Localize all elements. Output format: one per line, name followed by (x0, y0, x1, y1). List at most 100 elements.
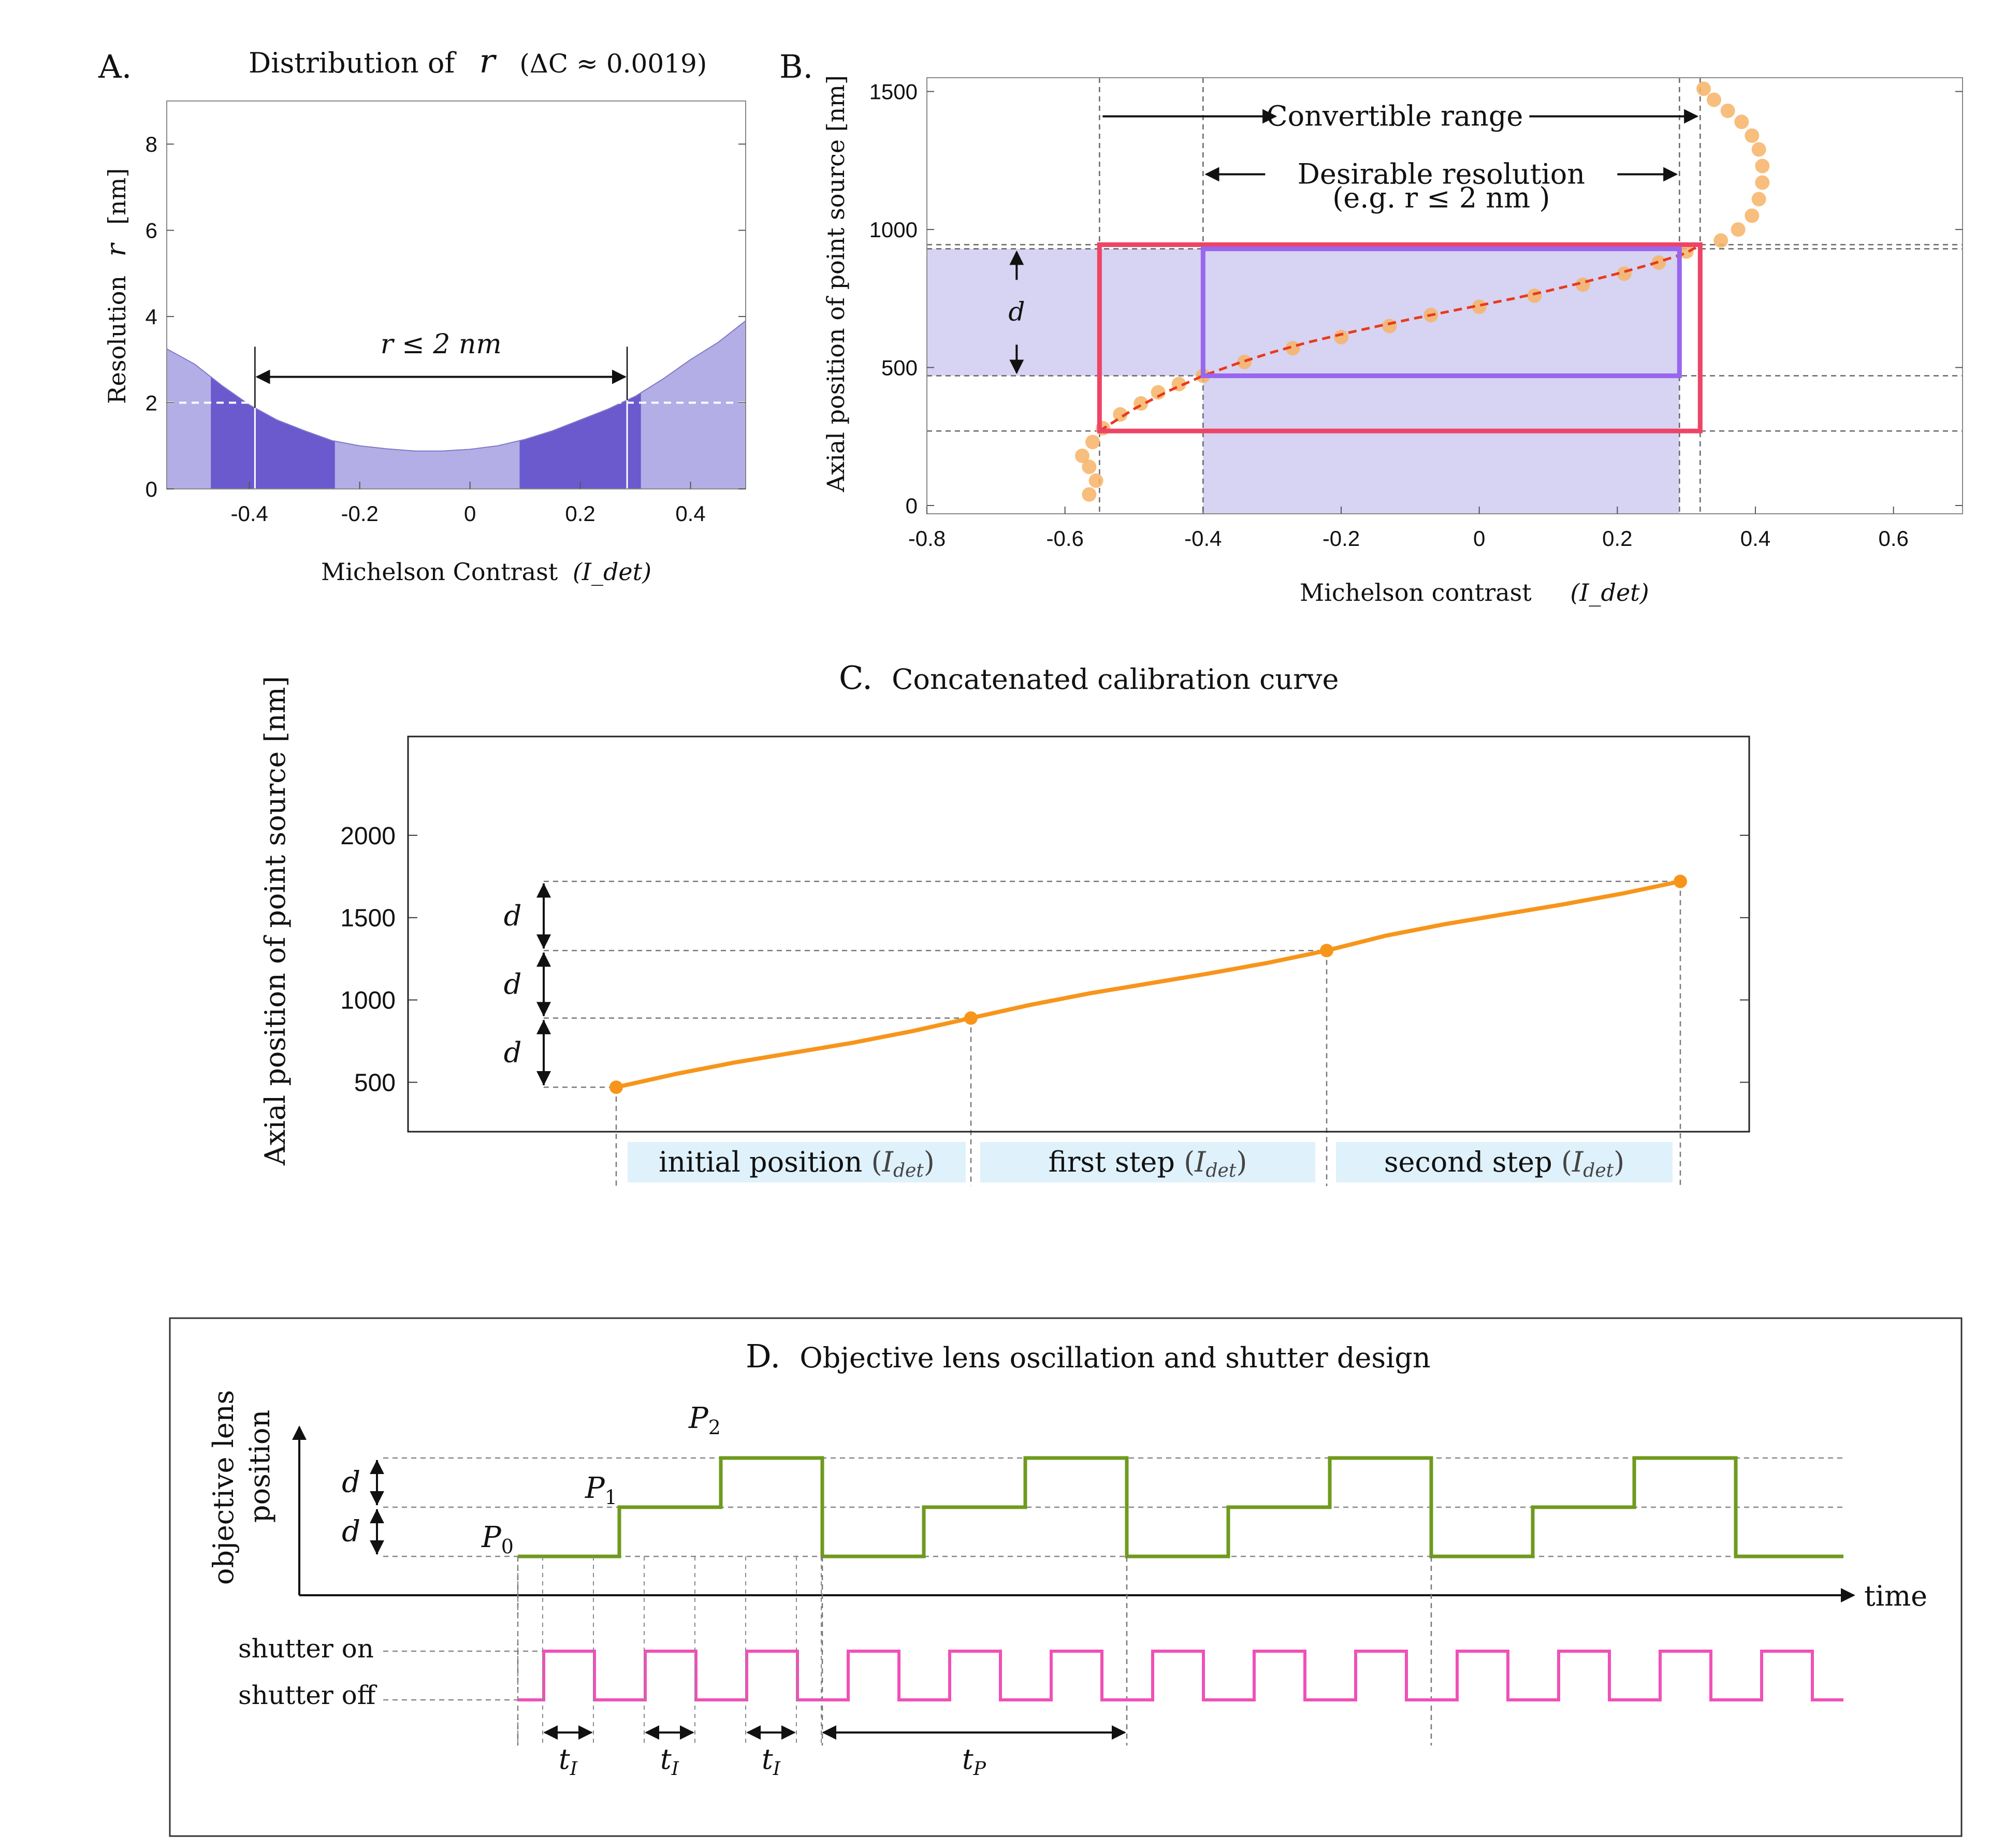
b-xtick-label-4: 0 (1473, 526, 1485, 551)
c-label-box-3 (1336, 1142, 1673, 1182)
shutter-off-label: shutter off (238, 1680, 377, 1710)
threshold-annotation: r ≤ 2 nm (381, 329, 502, 360)
panel-a-title-note: (ΔC ≈ 0.0019) (519, 49, 707, 79)
c-dot-1 (964, 1011, 978, 1025)
b-point-27 (1755, 158, 1770, 174)
panel-b-plot: Convertible range Desirable resolution(e.… (869, 77, 1963, 551)
panel-a-plot: r ≤ 2 nm -0.4 -0.2 0 0.2 0.4 0 2 4 6 8 (146, 100, 746, 526)
c-label-box-2 (980, 1142, 1315, 1182)
b-point-24 (1745, 208, 1760, 223)
c-dot-2 (1320, 944, 1333, 958)
b-xtick-label-7: 0.6 (1878, 526, 1908, 551)
b-ytick-label-2: 1000 (869, 218, 918, 242)
panel-c: C. Concatenated calibration curve d d d 500… (259, 659, 1750, 1186)
panel-d-ylabel-line2: position (243, 1410, 276, 1523)
a-xtick-label-2: 0 (464, 501, 476, 526)
panel-a-ylabel-text: Resolution (103, 276, 131, 404)
dark-band-2 (519, 393, 641, 489)
b-point-31 (1720, 103, 1735, 118)
panel-c-letter: C. (839, 659, 873, 697)
panel-a-ylabel-var: r (101, 242, 132, 256)
b-point-16 (1472, 299, 1487, 314)
b-point-29 (1745, 128, 1760, 143)
b-point-26 (1755, 175, 1770, 190)
time-label-2: tI (762, 1743, 781, 1780)
b-point-1 (1088, 473, 1103, 488)
a-ytick-label-4: 8 (146, 132, 157, 156)
panel-d-xlabel: time (1864, 1580, 1927, 1612)
level-label-0: P0 (481, 1521, 514, 1558)
time-label-0: tI (559, 1743, 578, 1780)
panel-b-xlabel-var: (I_det) (1570, 579, 1649, 607)
c-ytick-label-2: 1500 (340, 905, 396, 932)
level-label-2: P2 (688, 1402, 721, 1439)
panel-b-xlabel: Michelson contrast (I_det) (1300, 579, 1649, 607)
c-ytick-label-0: 500 (354, 1070, 396, 1097)
desirable-label: Desirable resolution (1298, 158, 1586, 191)
shade-main (1203, 249, 1680, 514)
b-xtick-label-6: 0.4 (1740, 526, 1770, 551)
panel-a-xlabel-var: (I_det) (573, 558, 651, 586)
panel-d-title-text: Objective lens oscillation and shutter d… (800, 1341, 1430, 1374)
panel-a-title: Distribution of r (ΔC ≈ 0.0019) (249, 42, 707, 81)
convertible-label: Convertible range (1266, 100, 1523, 133)
panel-a-letter: A. (98, 48, 132, 85)
b-xtick-label-0: -0.8 (908, 526, 946, 551)
c-d-label-1: d (504, 968, 522, 1000)
desirable-rect (1200, 246, 1682, 379)
b-point-22 (1713, 233, 1728, 248)
b-point-0 (1082, 487, 1097, 502)
c-ytick-label-3: 2000 (340, 822, 396, 850)
b-d-label: d (1008, 297, 1025, 327)
d-d-label-1: d (342, 1466, 360, 1499)
b-ytick-label-1: 500 (881, 356, 918, 380)
shutter-on-label: shutter on (238, 1634, 374, 1664)
panel-a-title-var: r (480, 42, 497, 81)
dark-band-1 (211, 377, 335, 489)
b-point-2 (1082, 459, 1097, 474)
c-label-2: first step (Idet) (1049, 1146, 1247, 1181)
b-point-3 (1075, 449, 1089, 464)
b-point-28 (1751, 142, 1766, 157)
desirable-example: (e.g. r ≤ 2 nm ) (1332, 181, 1550, 214)
b-point-23 (1731, 222, 1746, 237)
c-dot-3 (1674, 874, 1687, 888)
a-ytick-label-1: 2 (146, 391, 157, 415)
panel-b: B. Convertible range Desirable resolution… (779, 48, 1963, 607)
b-point-4 (1085, 435, 1100, 450)
panel-a: A. Distribution of r (ΔC ≈ 0.0019) r ≤ 2… (98, 42, 746, 586)
panel-d-title: D. Objective lens oscillation and shutte… (746, 1337, 1431, 1375)
b-point-13 (1334, 329, 1348, 344)
panel-b-letter: B. (779, 48, 813, 85)
a-xtick-label-3: 0.2 (565, 501, 595, 526)
panel-b-ylabel: Axial position of point source [nm] (822, 75, 850, 493)
shade-left (927, 249, 1203, 376)
b-point-6 (1113, 407, 1128, 422)
c-dot-0 (609, 1080, 623, 1094)
b-xtick-label-1: -0.6 (1046, 526, 1083, 551)
panel-d-ylabel-line1: objective lens (207, 1390, 240, 1585)
a-ytick-label-2: 4 (146, 305, 157, 329)
panel-d-frame (169, 1317, 1963, 1837)
panel-c-frame (407, 735, 1750, 1133)
b-point-8 (1151, 385, 1166, 400)
panel-b-xlabel-text: Michelson contrast (1300, 579, 1532, 607)
c-label-1: initial position (Idet) (659, 1146, 935, 1181)
c-label-box-1 (628, 1142, 966, 1182)
b-point-33 (1696, 81, 1711, 96)
c-segment-2 (970, 948, 1327, 1020)
a-xtick-label-1: -0.2 (341, 501, 378, 526)
resolution-curve (166, 320, 746, 452)
convertible-rect (1097, 242, 1703, 434)
panel-c-ylabel: Axial position of point source [nm] (259, 676, 292, 1166)
b-point-14 (1382, 319, 1397, 334)
panel-a-title-text: Distribution of (249, 47, 457, 79)
lens-waveform (518, 1456, 1843, 1558)
panel-d-plot: P0 P1 P2 dd tI tI tI tP (292, 1402, 1855, 1780)
b-point-20 (1651, 255, 1666, 270)
b-point-32 (1707, 92, 1721, 107)
c-d-label-2: d (504, 900, 522, 932)
panel-a-xlabel-text: Michelson Contrast (321, 558, 558, 586)
a-xtick-label-0: -0.4 (231, 501, 268, 526)
